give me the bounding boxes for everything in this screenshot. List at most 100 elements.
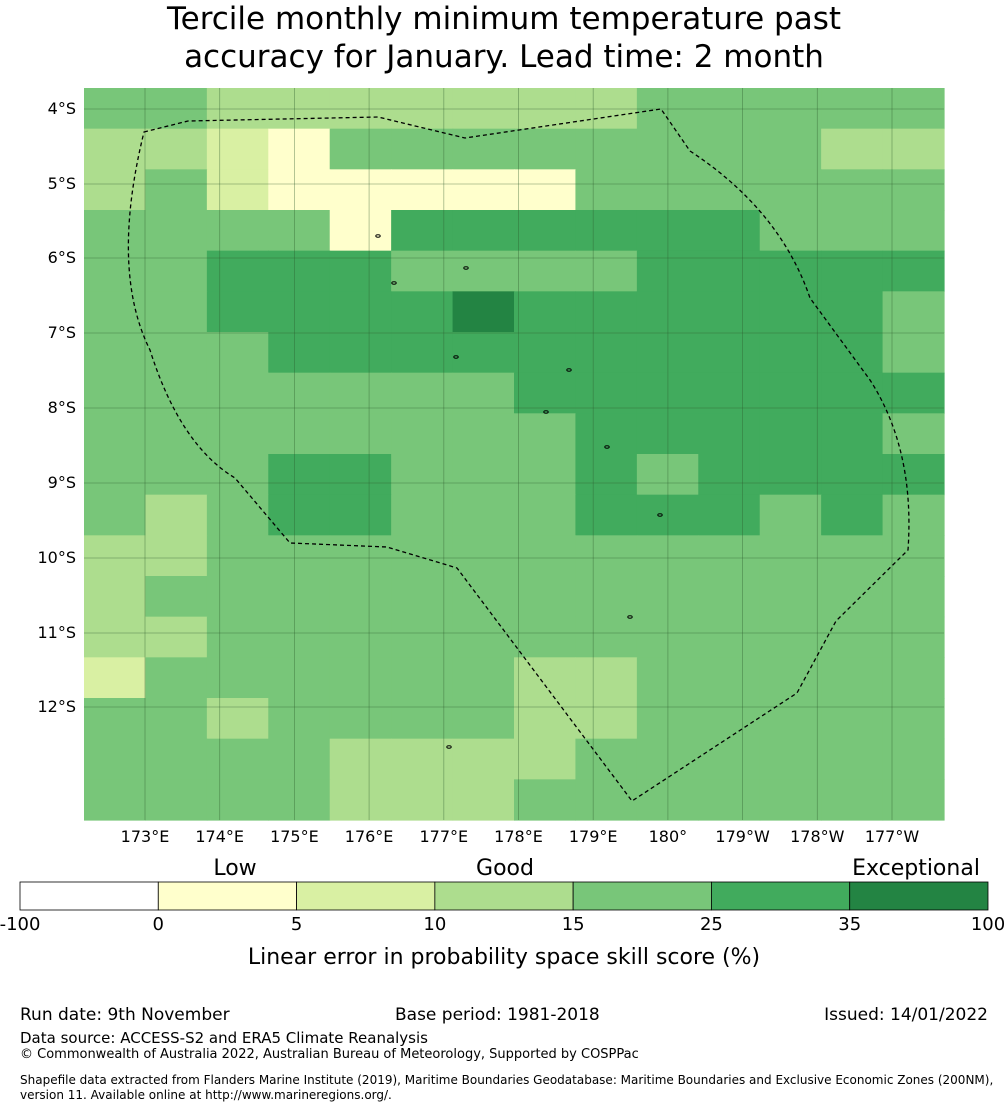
map-cell xyxy=(821,250,884,292)
map-cell xyxy=(575,657,638,699)
map-cell xyxy=(575,372,638,414)
map-cell xyxy=(84,210,147,252)
map-cell xyxy=(329,413,392,455)
map-cell xyxy=(206,250,269,292)
map-cell xyxy=(514,332,577,374)
map-cell xyxy=(329,88,392,130)
map-cell xyxy=(821,372,884,414)
map-cell xyxy=(268,535,331,577)
latitude-label: 9°S xyxy=(47,473,76,492)
map-cell xyxy=(698,738,761,780)
map-cell xyxy=(514,738,577,780)
map-cell xyxy=(268,250,331,292)
map-cell xyxy=(84,454,147,496)
map-cell xyxy=(636,494,699,536)
map-cell xyxy=(575,698,638,740)
map-cell xyxy=(145,779,208,821)
map-cell xyxy=(575,332,638,374)
map-cell xyxy=(882,698,945,740)
map-cell xyxy=(206,128,269,170)
map-cell xyxy=(882,657,945,699)
colorbar-tick-label: 25 xyxy=(699,914,723,935)
map-cell xyxy=(514,779,577,821)
map-cell xyxy=(821,698,884,740)
map-cell xyxy=(514,88,577,130)
map-cell xyxy=(698,657,761,699)
map-cell xyxy=(84,250,147,292)
map-cell xyxy=(391,250,454,292)
map-cell xyxy=(391,738,454,780)
map-cell xyxy=(514,210,577,252)
map-cell xyxy=(636,576,699,618)
map-cell xyxy=(514,454,577,496)
map-cell xyxy=(882,128,945,170)
map-cell xyxy=(391,169,454,211)
map-cell xyxy=(268,291,331,333)
category-label-low: Low xyxy=(213,856,257,881)
map-cell xyxy=(514,535,577,577)
shapefile-credit-line-1: Shapefile data extracted from Flanders M… xyxy=(20,1073,994,1087)
map-cell xyxy=(452,657,515,699)
map-cell xyxy=(329,576,392,618)
map-cell xyxy=(206,535,269,577)
map-cell xyxy=(206,616,269,658)
map-cell xyxy=(698,372,761,414)
longitude-label: 177°E xyxy=(419,827,469,846)
map-cell xyxy=(759,779,822,821)
map-cell xyxy=(575,576,638,618)
map-cell xyxy=(636,169,699,211)
map-cell xyxy=(206,698,269,740)
map-cell xyxy=(698,494,761,536)
map-cell xyxy=(514,413,577,455)
map-cell xyxy=(206,291,269,333)
map-cell xyxy=(145,657,208,699)
map-cell xyxy=(84,128,147,170)
map-cell xyxy=(145,372,208,414)
colorbar-tick-label: 15 xyxy=(561,914,585,935)
map-cell xyxy=(636,413,699,455)
map-cell xyxy=(84,616,147,658)
latitude-label: 5°S xyxy=(47,174,76,193)
map-cell xyxy=(329,250,392,292)
map-cell xyxy=(84,169,147,211)
map-cell xyxy=(391,657,454,699)
map-cell xyxy=(759,250,822,292)
map-cell xyxy=(329,332,392,374)
colorbar-segment xyxy=(711,881,851,911)
map-cell xyxy=(329,210,392,252)
map-cell xyxy=(821,738,884,780)
colorbar-tick-label: 35 xyxy=(838,914,862,935)
map-cell xyxy=(821,210,884,252)
map-cell xyxy=(84,657,147,699)
map-cell xyxy=(391,128,454,170)
map-cell xyxy=(514,372,577,414)
latitude-label: 8°S xyxy=(47,398,76,417)
map-cell xyxy=(452,738,515,780)
map-cell xyxy=(882,616,945,658)
map-cell xyxy=(759,169,822,211)
longitude-label: 180° xyxy=(648,827,688,846)
map-cell xyxy=(329,698,392,740)
colorbar-tick-label: 5 xyxy=(290,914,303,935)
map-cell xyxy=(145,494,208,536)
map-cell xyxy=(329,372,392,414)
map-cell xyxy=(268,738,331,780)
map-cell xyxy=(575,494,638,536)
map-cell xyxy=(514,576,577,618)
map-cell xyxy=(391,454,454,496)
map-cell xyxy=(145,698,208,740)
map-cell xyxy=(636,616,699,658)
latitude-label: 4°S xyxy=(47,99,76,118)
map-cell xyxy=(698,576,761,618)
map-cell xyxy=(329,535,392,577)
map-cell xyxy=(391,698,454,740)
map-cell xyxy=(636,372,699,414)
map-cell xyxy=(84,332,147,374)
map-cell xyxy=(821,616,884,658)
map-cell xyxy=(636,88,699,130)
map-cell xyxy=(759,210,822,252)
map-cell xyxy=(821,332,884,374)
map-cell xyxy=(329,128,392,170)
longitude-label: 179°E xyxy=(568,827,618,846)
island-outline xyxy=(604,445,610,449)
